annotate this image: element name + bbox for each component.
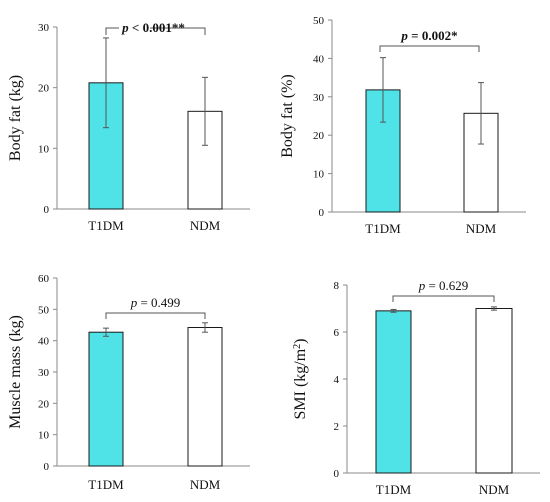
y-tick-label: 4 <box>334 374 340 386</box>
y-tick-label: 0 <box>44 204 50 216</box>
bar-t1dm <box>88 331 124 467</box>
p-value-label: p = 0.499 <box>130 295 181 310</box>
significance-bracket-left <box>105 27 119 35</box>
category-label: T1DM <box>376 482 412 497</box>
y-axis-label: SMI (kg/m2) <box>292 339 310 420</box>
y-tick-label: 8 <box>334 280 340 292</box>
y-tick-label: 0 <box>334 468 340 480</box>
chart-panel-1: 0 10 20 30 Body fat (kg) T1DM NDM p < 0.001** <box>7 20 250 233</box>
y-tick-label: 0 <box>319 207 325 219</box>
p-value-label: p < 0.001** <box>121 20 185 35</box>
bar-ndm <box>475 308 513 474</box>
y-tick-label: 20 <box>38 398 50 410</box>
category-label: NDM <box>479 482 510 497</box>
chart-panel-2: 0 10 20 30 40 50 Body fat (%) T1DM NDM p = 0.002* <box>279 15 526 236</box>
y-tick-label: 40 <box>38 336 50 348</box>
significance-bracket <box>379 45 480 52</box>
bar-t1dm <box>375 310 412 474</box>
y-tick-label: 10 <box>38 143 50 155</box>
y-tick-label: 50 <box>313 15 325 27</box>
y-tick-label: 30 <box>313 92 325 104</box>
category-label: T1DM <box>365 221 401 236</box>
category-label: NDM <box>190 218 221 233</box>
y-tick-label: 50 <box>38 304 50 316</box>
y-axis-label: Body fat (%) <box>279 74 296 158</box>
category-label: NDM <box>466 221 497 236</box>
y-tick-label: 0 <box>44 461 50 473</box>
y-tick-label: 20 <box>313 130 325 142</box>
y-tick-label: 6 <box>334 327 340 339</box>
category-label: T1DM <box>88 477 124 492</box>
y-axis-label: Body fat (kg) <box>7 75 24 161</box>
significance-bracket <box>392 295 495 302</box>
significance-bracket-right <box>150 27 206 35</box>
chart-panel-3: 0 10 20 30 40 50 60 Muscle mass (kg) T1DM NDM p = … <box>7 273 250 492</box>
p-value-label: p = 0.629 <box>418 278 469 293</box>
y-tick-label: 2 <box>334 421 340 433</box>
y-tick-label: 60 <box>38 273 50 285</box>
chart-panel-4: 0 2 4 6 8 SMI (kg/m2) T1DM NDM p = 0.629 <box>292 278 540 497</box>
category-label: NDM <box>190 477 221 492</box>
significance-bracket <box>105 312 206 319</box>
y-tick-label: 40 <box>313 53 325 65</box>
p-value-label: p = 0.002* <box>400 28 457 43</box>
y-tick-label: 30 <box>38 367 50 379</box>
y-tick-label: 10 <box>313 169 325 181</box>
y-tick-label: 30 <box>38 22 50 34</box>
y-tick-label: 20 <box>38 83 50 95</box>
y-tick-label: 10 <box>38 430 50 442</box>
bar-ndm <box>187 327 223 467</box>
category-label: T1DM <box>88 218 124 233</box>
y-axis-label: Muscle mass (kg) <box>7 315 24 429</box>
